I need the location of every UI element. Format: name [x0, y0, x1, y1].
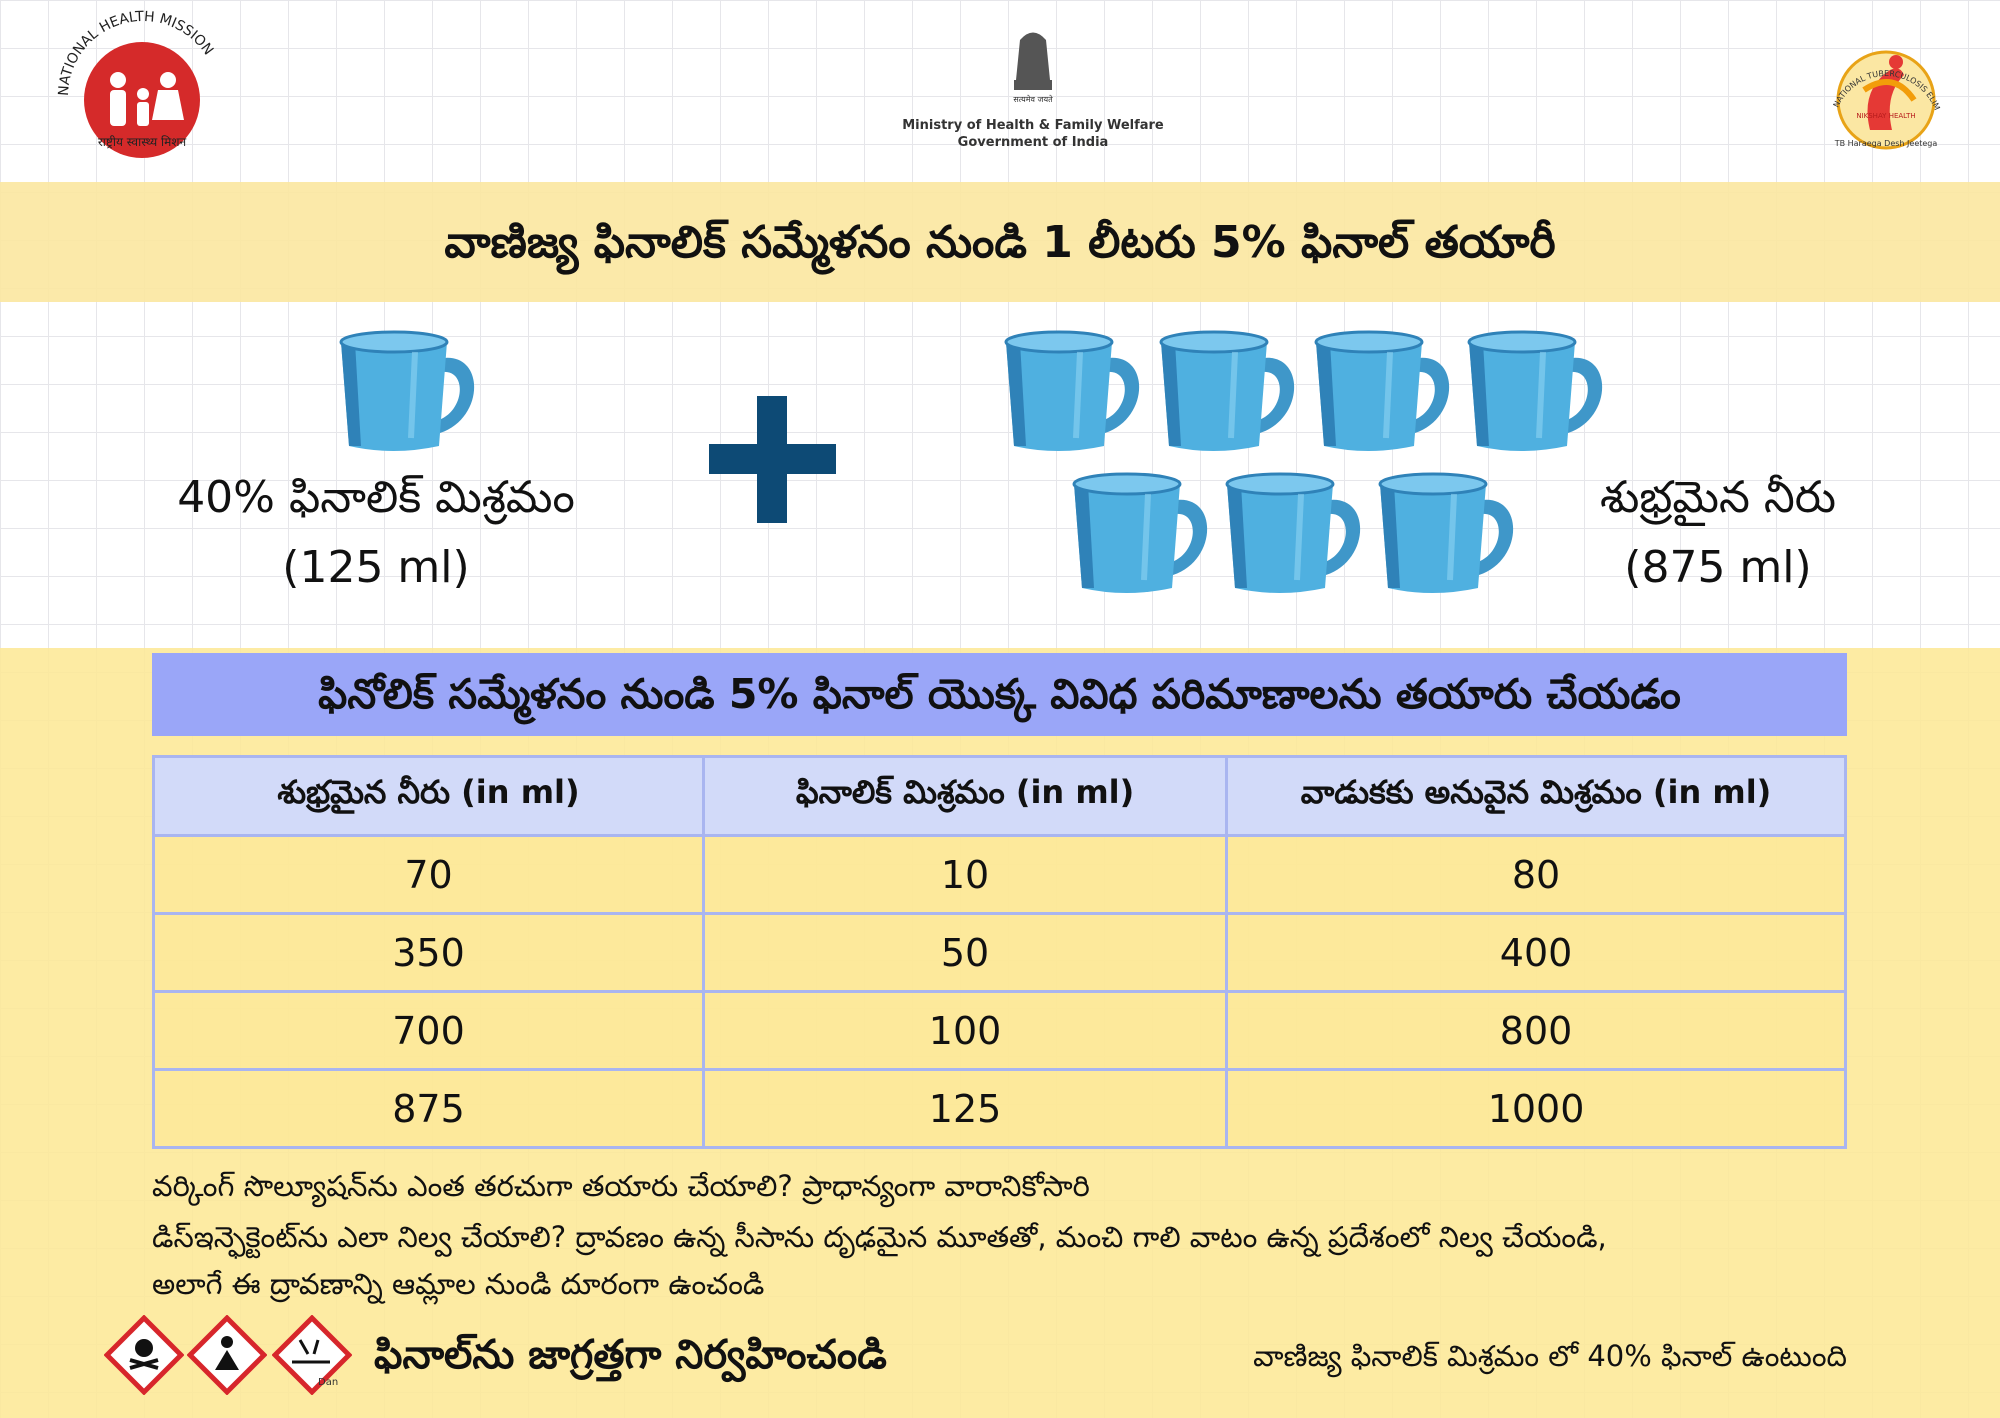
left-label: 40% ఫినాలిక్ మిశ్రమం	[177, 472, 575, 523]
hazard-caption: Dan	[318, 1377, 338, 1388]
dilution-table: శుభ్రమైన నీరు (in ml) ఫినాలిక్ మిశ్రమం (i…	[151, 755, 1847, 1149]
note: వర్కింగ్ సొల్యూషన్‌ను ఎంత తరచుగా తయారు చ…	[152, 1169, 1090, 1203]
ntep-caption: TB Haraega Desh Jeetega	[1834, 139, 1938, 148]
title: వాణిజ్య ఫినాలిక్ సమ్మేళనం నుండి 1 లీటరు …	[444, 217, 1556, 268]
left-amount: (125 ml)	[282, 542, 470, 593]
table-cell: 700	[151, 990, 706, 1071]
hazard-icons: Dan	[107, 1318, 349, 1392]
header-row: శుభ్రమైన నీరు (in ml) ఫినాలిక్ మిశ్రమం (i…	[151, 755, 1847, 837]
ntep-inner: NIKSHAY HEALTH	[1856, 112, 1915, 120]
table-cell: 80	[1225, 834, 1847, 915]
nhm-logo: NATIONAL HEALTH MISSION राष्ट्रीय स्वास्…	[56, 9, 216, 158]
table-row: 70 10 80	[151, 834, 1847, 915]
table-cell: 125	[702, 1068, 1229, 1149]
table-cell: 10	[702, 834, 1229, 915]
plus-sign	[709, 396, 836, 523]
table-row: 350 50 400	[151, 912, 1847, 993]
mug	[1469, 332, 1602, 451]
ntep-arc-text: NATIONAL TUBERCULOSIS ELIMINATION PROGRA…	[0, 0, 1942, 112]
ministry: Ministry of Health & Family Welfare	[902, 118, 1164, 133]
mug	[1316, 332, 1449, 451]
title-band	[0, 182, 2000, 302]
table-title: ఫినోలిక్ సమ్మేళనం నుండి 5% ఫినాల్ యొక్క …	[152, 653, 1847, 736]
table-row: 875 125 1000	[151, 1068, 1847, 1149]
mug	[1161, 332, 1294, 451]
mug	[1227, 474, 1360, 593]
note: అలాగే ఈ ద్రావణాన్ని ఆమ్లాల నుండి దూరంగా …	[152, 1267, 765, 1301]
table-cell: 100	[702, 990, 1229, 1071]
footer-note: వాణిజ్య ఫినాలిక్ మిశ్రమం లో 40% ఫినాల్ ఉ…	[1253, 1339, 1847, 1373]
mug	[1074, 474, 1207, 593]
mug	[1006, 332, 1139, 451]
right-amount: (875 ml)	[1624, 542, 1812, 593]
warning: ఫినాల్‌ను జాగ్రత్తగా నిర్వహించండి	[374, 1332, 887, 1378]
table-cell: 875	[151, 1068, 706, 1149]
table-cell: 800	[1225, 990, 1847, 1071]
note: డిస్ఇన్ఫెక్టెంట్‌ను ఎలా నిల్వ చేయాలి? ద్…	[152, 1220, 1607, 1254]
table-cell: 400	[1225, 912, 1847, 993]
nhm-caption: राष्ट्रीय स्वास्थ्य मिशन	[98, 135, 187, 149]
emblem: सत्यमेव जयते Ministry of Health & Family…	[902, 32, 1164, 150]
government: Government of India	[958, 135, 1109, 150]
ntep-arc-path: NATIONAL TUBERCULOSIS ELIMINATION PROGRA…	[0, 0, 1942, 112]
table-cell: 50	[702, 912, 1229, 993]
table-cell: 350	[151, 912, 706, 993]
column-header: వాడుకకు అనువైన మిశ్రమం (in ml)	[1225, 755, 1847, 837]
mug	[341, 332, 474, 451]
table-cell: 1000	[1225, 1068, 1847, 1149]
right-label: శుభ్రమైన నీరు	[1599, 472, 1837, 523]
emblem-caption: सत्यमेव जयते	[1013, 94, 1053, 104]
column-header: ఫినాలిక్ మిశ్రమం (in ml)	[702, 755, 1229, 837]
table-row: 700 100 800	[151, 990, 1847, 1071]
table-cell: 70	[151, 834, 706, 915]
column-header: శుభ్రమైన నీరు (in ml)	[151, 755, 706, 837]
